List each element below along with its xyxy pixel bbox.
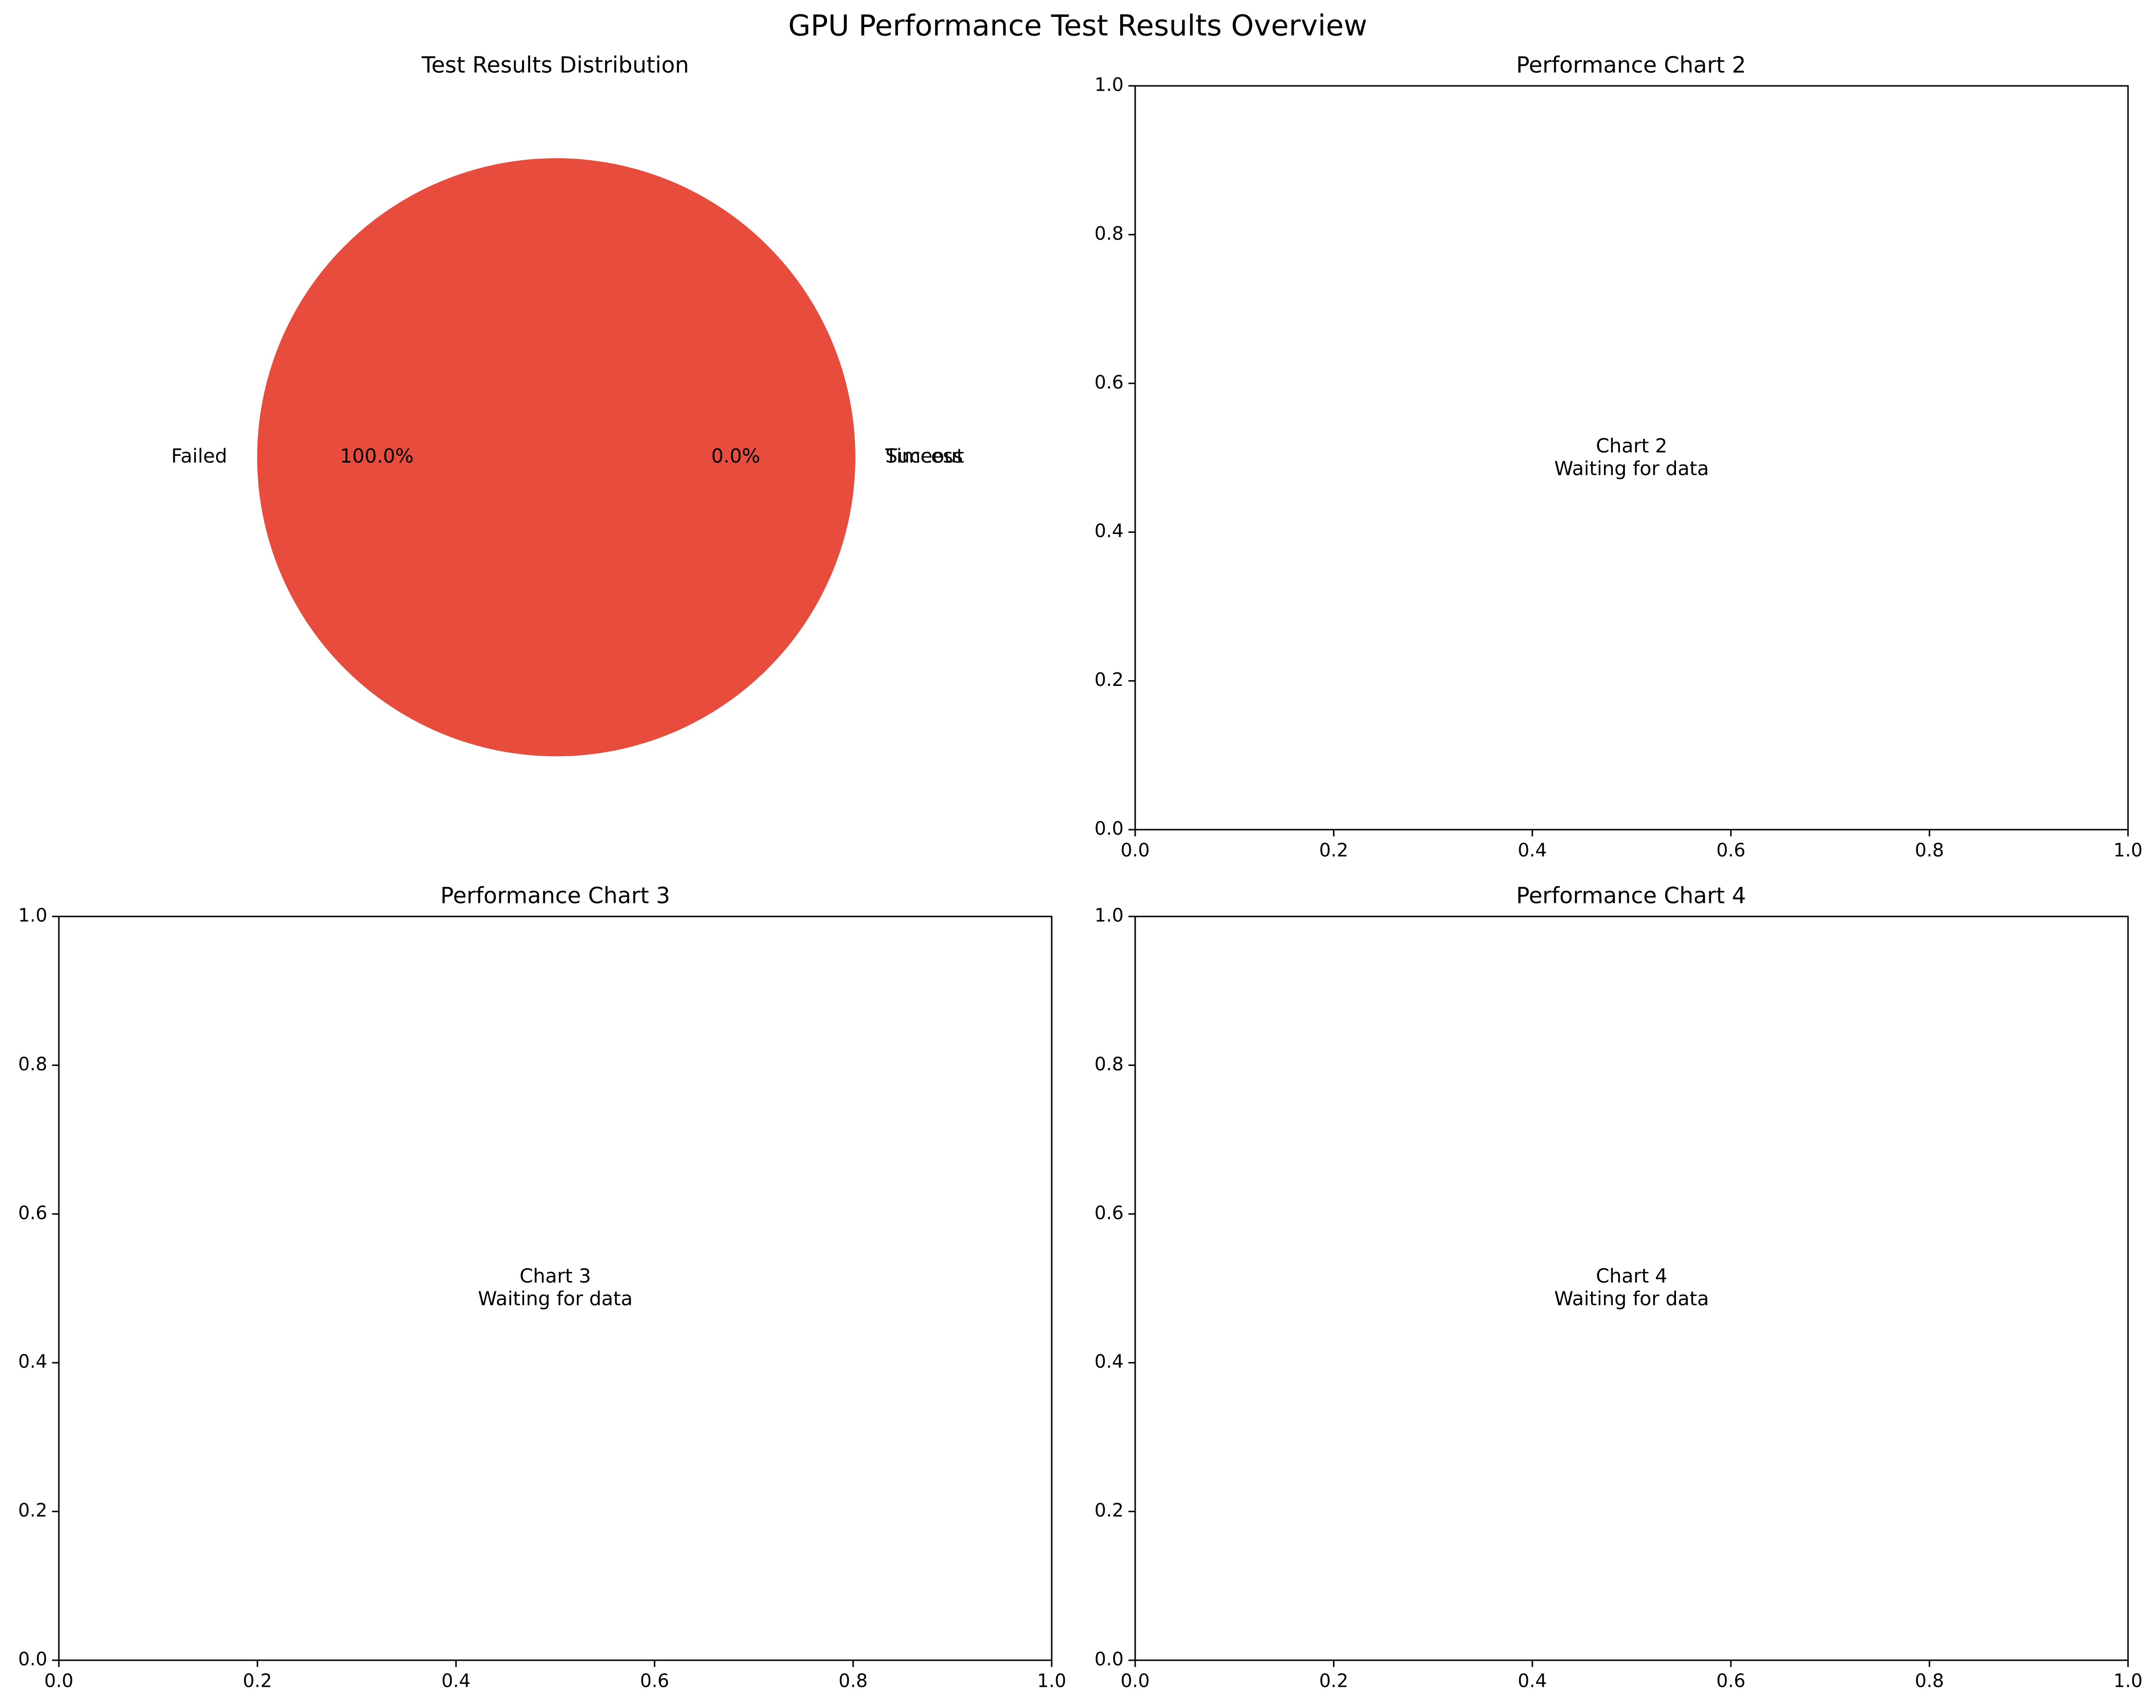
chart-4-message-line-2: Waiting for data	[1554, 1288, 1709, 1310]
x-tick-label: 0.6	[1717, 1670, 1745, 1692]
chart-2-message-line-2: Waiting for data	[1554, 458, 1709, 480]
pie-pct-timeout: 0.0%	[711, 445, 760, 467]
chart-3-ticks: 0.0 0.2 0.4 0.6 0.8 1.0 0.0 0.2 0.4 0.6 0.8 1.0	[18, 905, 1067, 1692]
y-tick-label: 0.2	[1095, 669, 1124, 690]
pie-slice-failed	[257, 158, 855, 756]
pie-panel: Test Results Distribution Success 0.0% Fai…	[171, 52, 964, 756]
x-tick-label: 0.0	[1121, 840, 1150, 861]
x-tick-label: 0.8	[1915, 1670, 1944, 1692]
chart-3-axes-frame	[58, 915, 1053, 1661]
pie-label-success: Success	[885, 445, 963, 467]
x-tick-label: 0.6	[1717, 840, 1745, 861]
chart-2-ticks: 0.0 0.2 0.4 0.6 0.8 1.0 0.0 0.2 0.4 0.6 0.8 1.0	[1095, 74, 2143, 861]
chart-4-title: Performance Chart 4	[1516, 883, 1746, 909]
chart-2-message-line-1: Chart 2	[1596, 435, 1667, 457]
x-tick-label: 0.6	[640, 1670, 669, 1692]
chart-3-message-line-2: Waiting for data	[478, 1288, 633, 1310]
x-tick-label: 0.0	[44, 1670, 73, 1692]
x-tick-label: 0.4	[1518, 1670, 1547, 1692]
x-tick-label: 0.8	[1915, 840, 1944, 861]
y-tick-label: 1.0	[18, 905, 47, 926]
x-tick-label: 0.0	[1121, 1670, 1150, 1692]
y-tick-label: 0.4	[1095, 1351, 1124, 1372]
y-tick-label: 0.2	[18, 1500, 47, 1521]
x-tick-label: 0.2	[243, 1670, 272, 1692]
x-tick-label: 0.8	[838, 1670, 867, 1692]
x-tick-label: 1.0	[2114, 1670, 2142, 1692]
pie-pct-failed: 100.0%	[340, 445, 414, 467]
y-tick-label: 0.4	[1095, 520, 1124, 542]
y-tick-label: 0.8	[18, 1053, 47, 1075]
pie-label-failed: Failed	[171, 445, 227, 467]
x-tick-label: 0.2	[1319, 840, 1348, 861]
y-tick-label: 0.0	[18, 1649, 47, 1670]
y-tick-label: 1.0	[1095, 74, 1124, 96]
x-tick-label: 1.0	[2114, 840, 2142, 861]
chart-4-panel: Performance Chart 4 Chart 4 Waiting for …	[1095, 883, 2143, 1692]
y-tick-label: 0.2	[1095, 1500, 1124, 1521]
y-tick-label: 0.8	[1095, 1053, 1124, 1075]
pie-chart-title: Test Results Distribution	[421, 52, 689, 78]
x-tick-label: 0.2	[1319, 1670, 1348, 1692]
y-tick-label: 0.6	[18, 1202, 47, 1223]
chart-2-title: Performance Chart 2	[1516, 52, 1746, 78]
chart-4-axes-frame	[1134, 915, 2129, 1661]
x-tick-label: 0.4	[441, 1670, 470, 1692]
pie-label-timeout: Timeout	[885, 445, 964, 467]
y-tick-label: 0.6	[1095, 371, 1124, 393]
chart-4-message-line-1: Chart 4	[1596, 1265, 1667, 1287]
chart-3-panel: Performance Chart 3 Chart 3 Waiting for …	[18, 883, 1067, 1692]
y-tick-label: 0.6	[1095, 1202, 1124, 1223]
y-tick-label: 0.0	[1095, 1649, 1124, 1670]
y-tick-label: 1.0	[1095, 905, 1124, 926]
figure-suptitle: GPU Performance Test Results Overview	[788, 9, 1367, 43]
chart-3-message-line-1: Chart 3	[520, 1265, 591, 1287]
chart-2-axes-frame	[1134, 85, 2129, 831]
chart-4-ticks: 0.0 0.2 0.4 0.6 0.8 1.0 0.0 0.2 0.4 0.6 0.8 1.0	[1095, 905, 2143, 1692]
y-tick-label: 0.0	[1095, 818, 1124, 839]
y-tick-label: 0.4	[18, 1351, 47, 1372]
chart-3-title: Performance Chart 3	[440, 883, 670, 909]
x-tick-label: 1.0	[1037, 1670, 1066, 1692]
y-tick-label: 0.8	[1095, 223, 1124, 244]
x-tick-label: 0.4	[1518, 840, 1547, 861]
chart-2-panel: Performance Chart 2 Chart 2 Waiting for …	[1095, 52, 2143, 861]
